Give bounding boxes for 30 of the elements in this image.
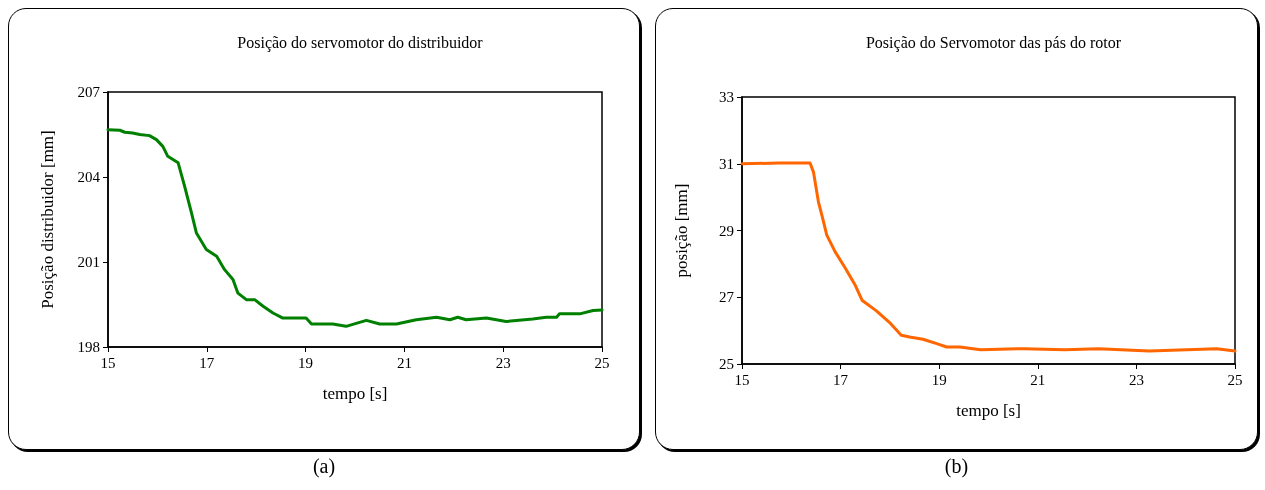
x-axis-title: tempo [s] — [322, 384, 388, 403]
x-tick-label: 21 — [396, 354, 412, 371]
line-series — [106, 128, 604, 328]
y-tick-label: 27 — [719, 289, 735, 306]
x-tick-label: 25 — [1227, 371, 1243, 388]
x-tick-label: 23 — [495, 354, 511, 371]
text: (b) — [943, 455, 970, 478]
x-tick-label: 17 — [199, 354, 215, 371]
y-axis-title: posição [mm] — [672, 183, 691, 278]
x-tick-label: 15 — [100, 354, 116, 371]
y-axis-title: Posição distribuidor [mm] — [38, 130, 57, 309]
line-series — [740, 161, 1237, 353]
y-tick-label: 31 — [719, 155, 734, 172]
y-tick-label: 29 — [719, 222, 734, 239]
x-tick-label: 19 — [298, 354, 314, 371]
x-axis-title: tempo [s] — [956, 401, 1021, 420]
y-tick-label: 198 — [77, 339, 100, 355]
x-tick-label: 21 — [1030, 371, 1046, 388]
x-tick-label: 25 — [594, 354, 610, 371]
y-tick-label: 201 — [77, 254, 100, 270]
x-tick-label: 23 — [1128, 371, 1144, 388]
y-tick-label: 204 — [77, 169, 101, 185]
chart-title: Posição do servomotor do distribuidor — [237, 33, 484, 52]
x-tick-label: 17 — [833, 371, 849, 388]
y-tick-label: 33 — [719, 89, 734, 105]
text: (a) — [311, 455, 337, 478]
x-tick-label: 15 — [734, 371, 750, 388]
x-tick-label: 19 — [931, 371, 947, 388]
chart-title: Posição do Servomotor das pás do rotor — [865, 33, 1122, 52]
y-tick-label: 207 — [77, 84, 101, 100]
